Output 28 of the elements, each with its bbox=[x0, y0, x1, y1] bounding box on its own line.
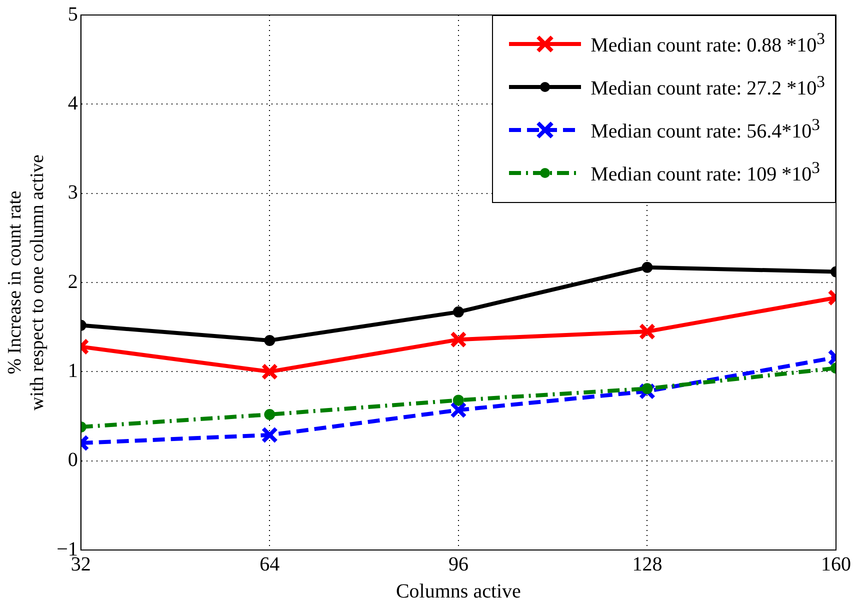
y-tick-label: 0 bbox=[68, 449, 78, 472]
point bbox=[450, 331, 467, 348]
y-tick-label: 4 bbox=[68, 92, 78, 114]
point bbox=[452, 394, 464, 406]
y-tick-label: 1 bbox=[68, 360, 78, 382]
point bbox=[264, 334, 276, 346]
y-tick-label: 3 bbox=[68, 182, 78, 204]
point bbox=[452, 306, 464, 318]
point bbox=[638, 382, 656, 400]
point bbox=[642, 383, 653, 394]
x-tick-label: 128 bbox=[632, 553, 662, 576]
y-tick-label: 2 bbox=[68, 270, 78, 293]
point bbox=[642, 262, 653, 273]
legend-label: Median count rate: 0.88 *10$^{3}$ bbox=[590, 29, 825, 58]
point bbox=[261, 426, 278, 444]
y-tick-label: 5 bbox=[68, 3, 78, 26]
point bbox=[261, 363, 278, 380]
x-tick-label: 64 bbox=[260, 553, 280, 576]
legend-label: Median count rate: 109 *10$^{3}$ bbox=[590, 158, 820, 187]
legend-label: Median count rate: 27.2 *10$^{3}$ bbox=[590, 72, 825, 101]
x-axis-title: Columns active bbox=[396, 580, 522, 602]
y-axis-title: % Increase in count rate with respect to one column active bbox=[4, 154, 48, 410]
x-tick-label: 160 bbox=[821, 553, 851, 576]
point bbox=[450, 402, 467, 418]
x-tick-label: 96 bbox=[448, 553, 468, 576]
legend-label: Median count rate: 56.4*10$^{3}$ bbox=[590, 115, 820, 144]
point bbox=[264, 408, 276, 420]
point bbox=[638, 323, 656, 340]
